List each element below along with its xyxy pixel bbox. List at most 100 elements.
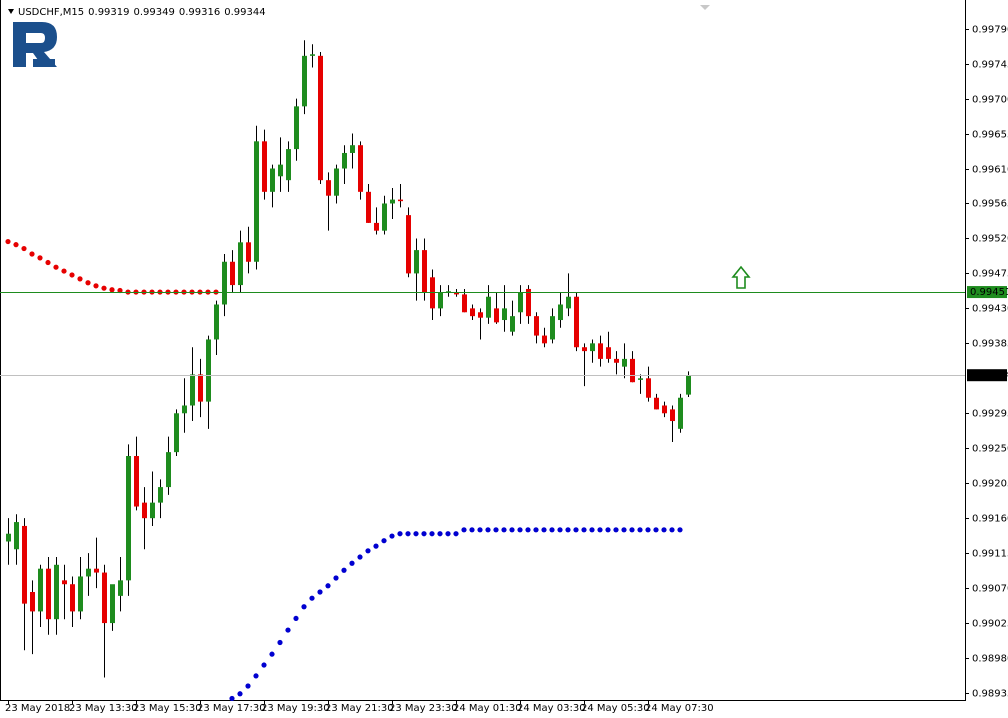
x-tick-label: 23 May 23:30 (389, 703, 458, 714)
indicator-dot (285, 627, 291, 633)
indicator-dot (333, 575, 339, 581)
candle-body (166, 452, 171, 488)
candle-body (142, 502, 147, 519)
candle-body (334, 168, 339, 196)
candle-body (566, 296, 571, 309)
candle-body (678, 397, 683, 429)
y-tick-label: 0.99205 (972, 479, 1008, 490)
candle-body (342, 152, 347, 169)
candle-body (590, 343, 595, 352)
indicator-dot (549, 527, 555, 533)
indicator-dot (301, 604, 307, 610)
candle-body (654, 397, 659, 410)
x-tick-label: 24 May 03:30 (517, 703, 586, 714)
indicator-dot (565, 527, 571, 533)
y-tick-label: 0.99475 (972, 269, 1008, 280)
y-tick-label: 0.99565 (972, 199, 1008, 210)
candle-body (510, 316, 515, 332)
indicator-dot (509, 527, 515, 533)
header-open: 0.99319 (88, 7, 129, 18)
indicator-dot (621, 527, 627, 533)
candle-body (414, 250, 419, 274)
indicator-dot (341, 567, 347, 573)
indicator-dot (589, 527, 595, 533)
candle-body (606, 347, 611, 359)
candle-body (630, 358, 635, 383)
x-tick-label: 24 May 07:30 (645, 703, 714, 714)
candle-body (206, 339, 211, 402)
indicator-dot (485, 527, 491, 533)
candle-body (398, 199, 403, 202)
y-tick-label: 0.99115 (972, 549, 1008, 560)
candle-body (550, 316, 555, 340)
indicator-dot (325, 583, 331, 589)
indicator-dot (669, 527, 675, 533)
indicator-dot (677, 527, 683, 533)
indicator-dot (397, 531, 403, 537)
indicator-dot (117, 287, 123, 294)
candle-body (150, 502, 155, 519)
logo (13, 22, 57, 67)
indicator-dot (109, 287, 115, 293)
indicator-dot (93, 283, 99, 289)
candle-body (238, 242, 243, 286)
candle-body (558, 304, 563, 321)
candle-body (358, 145, 363, 192)
candle-body (30, 591, 35, 612)
indicator-dot (261, 662, 267, 668)
candle-body (70, 584, 75, 612)
y-tick-label: 0.99655 (972, 130, 1008, 141)
candle-body (670, 409, 675, 422)
logo-letter (13, 22, 57, 67)
candle-body (686, 375, 691, 395)
indicator-dot (237, 691, 243, 697)
header-high: 0.99349 (134, 7, 175, 18)
indicator-dot (101, 285, 107, 291)
candle-body (102, 572, 107, 624)
price-level-label-bg (967, 286, 1007, 299)
scroll-marker (700, 5, 710, 10)
candle-body (526, 288, 531, 317)
x-tick-label: 23 May 21:30 (325, 703, 394, 714)
candle-body (622, 358, 627, 367)
x-tick-label: 23 May 2018 (5, 703, 70, 714)
candle-body (62, 580, 67, 585)
indicator-dot (277, 639, 283, 646)
x-tick-label: 23 May 19:30 (261, 703, 330, 714)
x-tick-label: 23 May 17:30 (197, 703, 266, 714)
indicator-dot (645, 527, 651, 533)
candle-body (502, 308, 507, 321)
indicator-dot (445, 531, 451, 537)
candle-body (326, 180, 331, 196)
current-price-label: 0.99344 (970, 370, 1008, 381)
candle-body (382, 203, 387, 231)
candle-body (582, 347, 587, 352)
indicator-dot (77, 276, 83, 282)
indicator-dot (373, 543, 379, 549)
indicator-dot (381, 538, 387, 544)
candle-body (486, 296, 491, 318)
current-price-label-bg (967, 369, 1007, 382)
x-tick-label: 23 May 15:30 (133, 703, 202, 714)
indicator-dot (61, 268, 67, 274)
candle-body (390, 199, 395, 204)
candle-body (302, 55, 307, 107)
indicator-dot (13, 242, 19, 248)
candle-body (22, 525, 27, 604)
indicator-dot (605, 527, 611, 533)
x-tick-label: 24 May 01:30 (453, 703, 522, 714)
indicator-dot (245, 683, 251, 689)
candle-body (518, 292, 523, 313)
indicator-dot (613, 527, 619, 533)
indicator-dot (477, 527, 483, 533)
candle-body (574, 296, 579, 348)
indicator-dot (429, 531, 435, 537)
indicator-dot (661, 527, 667, 533)
candle-body (534, 316, 539, 336)
signal-arrow (731, 265, 751, 289)
